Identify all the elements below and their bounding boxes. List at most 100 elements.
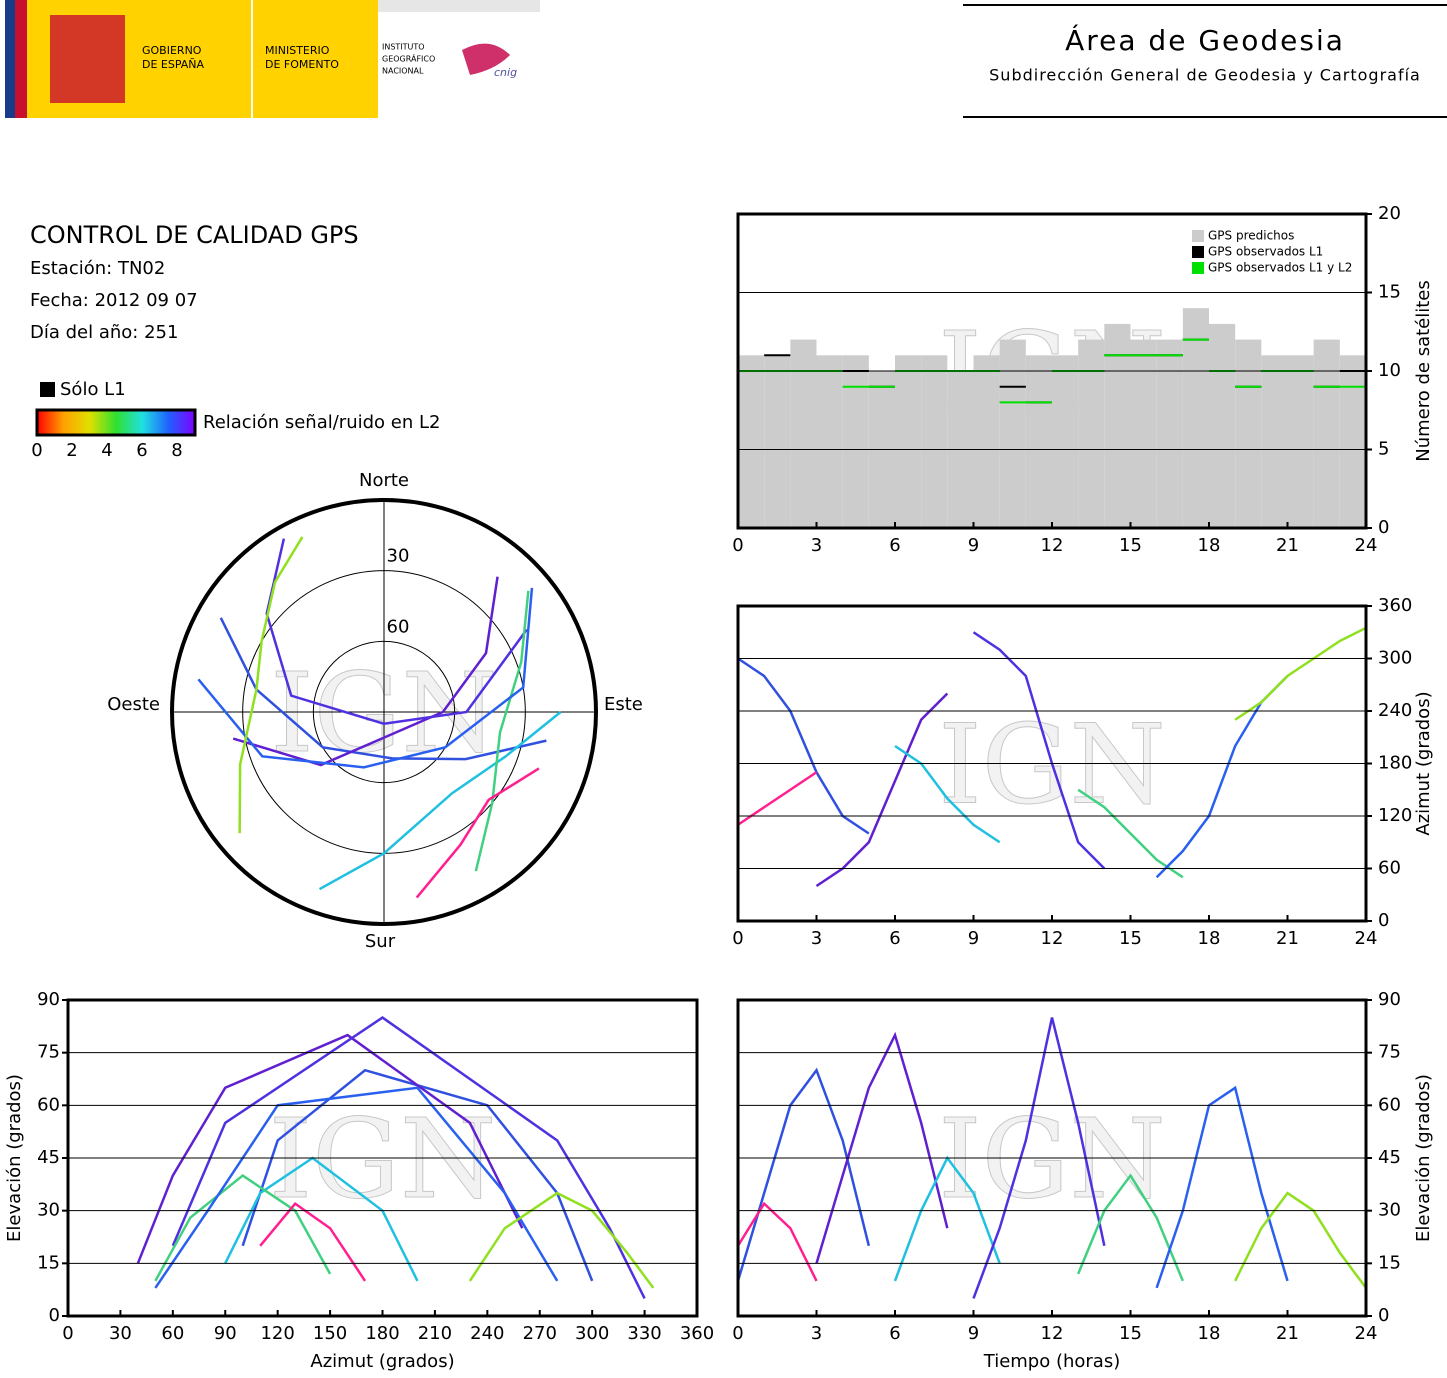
predicted-bar: [1313, 339, 1340, 528]
colorbar-tick: 4: [101, 440, 112, 461]
y-tick-label: 300: [1378, 648, 1412, 669]
satellite-track: [815, 1031, 949, 1264]
org-name: NACIONAL: [382, 67, 424, 76]
satellite-track: [815, 692, 949, 888]
header-subtitle: Subdirección General de Geodesia y Carto…: [989, 66, 1421, 85]
satellite-track: [736, 1201, 818, 1282]
x-tick-label: 210: [418, 1323, 452, 1344]
y-tick-label: 60: [37, 1094, 60, 1115]
predicted-bar: [738, 355, 765, 528]
predicted-bar: [816, 355, 843, 528]
x-axis-label: Azimut (grados): [310, 1351, 454, 1372]
x-tick-label: 360: [680, 1323, 714, 1344]
predicted-bar: [1287, 355, 1314, 528]
predicted-bar: [1078, 339, 1105, 528]
x-tick-label: 21: [1276, 928, 1299, 949]
predicted-bar: [1182, 308, 1209, 528]
satellite-track: [972, 1017, 1106, 1299]
x-tick-label: 24: [1355, 1323, 1378, 1344]
predicted-bar: [1156, 339, 1183, 528]
org-name: DE FOMENTO: [265, 58, 339, 71]
x-tick-label: 270: [523, 1323, 557, 1344]
header-title: Área de Geodesia: [1065, 23, 1345, 57]
flag-strip: [5, 0, 15, 118]
x-tick-label: 9: [968, 1323, 979, 1344]
satellite-track: [972, 631, 1106, 870]
y-tick-label: 90: [37, 989, 60, 1010]
colorbar-tick: 2: [66, 440, 77, 461]
y-tick-label: 60: [1378, 858, 1401, 879]
y-tick-label: 0: [1378, 517, 1389, 538]
legend-swatch: [1192, 262, 1204, 274]
x-tick-label: 12: [1041, 535, 1064, 556]
predicted-bar: [1339, 355, 1366, 528]
x-tick-label: 15: [1119, 928, 1142, 949]
satellite-track: [1234, 626, 1367, 721]
x-tick-label: 9: [968, 535, 979, 556]
legend-swatch: [1192, 230, 1204, 242]
satellite-track: [154, 1174, 332, 1282]
x-tick-label: 0: [62, 1323, 73, 1344]
x-axis-label: Tiempo (horas): [983, 1351, 1121, 1372]
satellite-track: [219, 617, 547, 761]
predicted-bar: [790, 339, 817, 528]
org-name: INSTITUTO: [382, 43, 425, 52]
predicted-bar: [764, 355, 791, 528]
legend-label: GPS predichos: [1208, 229, 1294, 243]
direction-label: Oeste: [107, 694, 160, 715]
x-tick-label: 6: [889, 928, 900, 949]
horizon: [170, 498, 598, 926]
legend-swatch: [1192, 246, 1204, 258]
y-tick-label: 60: [1378, 1094, 1401, 1115]
colorbar-tick: 6: [136, 440, 147, 461]
watermark: IGN: [269, 1095, 497, 1223]
report-title: CONTROL DE CALIDAD GPS: [30, 221, 359, 249]
x-tick-label: 24: [1355, 928, 1378, 949]
x-tick-label: 21: [1276, 535, 1299, 556]
y-axis-label: Número de satélites: [1413, 280, 1434, 462]
org-name: cnig: [494, 66, 517, 79]
org-name: DE ESPAÑA: [142, 58, 205, 71]
colorbar: [35, 408, 197, 437]
direction-label: Sur: [365, 931, 396, 952]
predicted-bar: [1209, 323, 1236, 528]
y-tick-label: 0: [1378, 1305, 1389, 1326]
predicted-bar: [973, 355, 1000, 528]
predicted-bar: [1261, 355, 1288, 528]
satellite-track: [1155, 1085, 1289, 1289]
direction-label: Norte: [359, 470, 409, 491]
x-tick-label: 60: [161, 1323, 184, 1344]
satellite-track: [736, 1067, 871, 1282]
y-tick-label: 75: [37, 1042, 60, 1063]
l1-swatch: [40, 382, 55, 397]
x-tick-label: 18: [1198, 535, 1221, 556]
predicted-bar: [999, 339, 1026, 528]
x-tick-label: 90: [214, 1323, 237, 1344]
predicted-bar: [895, 355, 922, 528]
direction-label: Este: [604, 694, 643, 715]
x-tick-label: 15: [1119, 535, 1142, 556]
x-tick-label: 30: [109, 1323, 132, 1344]
x-tick-label: 300: [575, 1323, 609, 1344]
x-tick-label: 6: [889, 535, 900, 556]
y-tick-label: 360: [1378, 595, 1412, 616]
plot-frame: [66, 998, 699, 1318]
y-tick-label: 180: [1378, 753, 1412, 774]
y-tick-label: 15: [1378, 1252, 1401, 1273]
y-tick-label: 15: [1378, 282, 1401, 303]
org-name: MINISTERIO: [265, 44, 330, 57]
plot-frame: [736, 604, 1368, 923]
x-tick-label: 6: [889, 1323, 900, 1344]
l1-legend: Sólo L1: [60, 379, 126, 400]
y-tick-label: 10: [1378, 360, 1401, 381]
day-of-year: Día del año: 251: [30, 322, 178, 343]
plot-frame: [736, 998, 1368, 1318]
satellite-track: [238, 536, 304, 834]
satellite-track: [737, 657, 870, 835]
y-tick-label: 30: [1378, 1200, 1401, 1221]
satellite-track: [318, 711, 562, 891]
x-tick-label: 0: [732, 535, 743, 556]
satellite-track: [1077, 1173, 1184, 1282]
colorbar-label: Relación señal/ruido en L2: [203, 412, 440, 433]
